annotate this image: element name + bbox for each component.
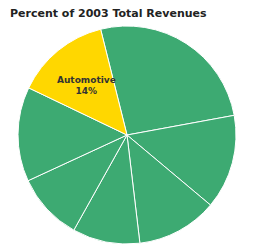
data-label: 14% (76, 86, 98, 96)
title: Percent of 2003 Total Revenues (10, 7, 207, 20)
slice (29, 29, 127, 135)
slice (127, 135, 210, 243)
data-label: Automotive (57, 75, 116, 85)
labels: Automotive14% (57, 75, 116, 96)
pie (18, 26, 236, 244)
chart: Percent of 2003 Total Revenues Automotive… (0, 0, 254, 250)
